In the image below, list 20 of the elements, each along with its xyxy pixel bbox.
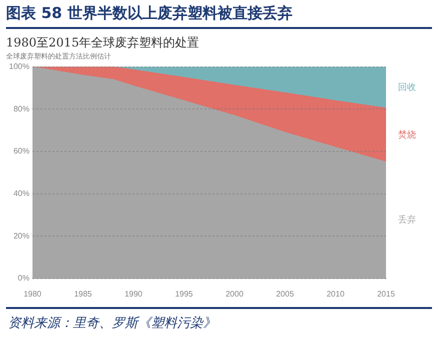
x-tick-label: 2015 xyxy=(377,289,396,298)
x-tick-label: 1985 xyxy=(74,289,92,298)
x-tick-label: 2000 xyxy=(226,289,244,298)
y-tick-label: 80% xyxy=(13,104,30,114)
x-tick-label: 2005 xyxy=(276,289,294,298)
x-tick-label: 2010 xyxy=(326,289,345,298)
y-tick-label: 60% xyxy=(13,146,30,156)
chart-title: 1980至2015年全球废弃塑料的处置 xyxy=(6,35,200,50)
y-tick-label: 0% xyxy=(18,274,30,283)
series-label: 回收 xyxy=(398,82,416,93)
text: 图表 58 世界半数以上废弃塑料被直接丢弃 xyxy=(6,4,292,23)
y-tick-label: 100% xyxy=(8,62,30,72)
series-label: 丢弃 xyxy=(398,214,416,226)
x-tick-label: 1995 xyxy=(175,289,194,298)
text: 资料来源：里奇、罗斯《塑料污染》 xyxy=(8,315,216,332)
x-tick-label: 1990 xyxy=(124,289,143,298)
y-tick-label: 20% xyxy=(13,231,30,240)
series-label: 焚烧 xyxy=(398,129,416,140)
x-tick-label: 1980 xyxy=(24,289,42,298)
y-tick-label: 40% xyxy=(13,188,30,198)
